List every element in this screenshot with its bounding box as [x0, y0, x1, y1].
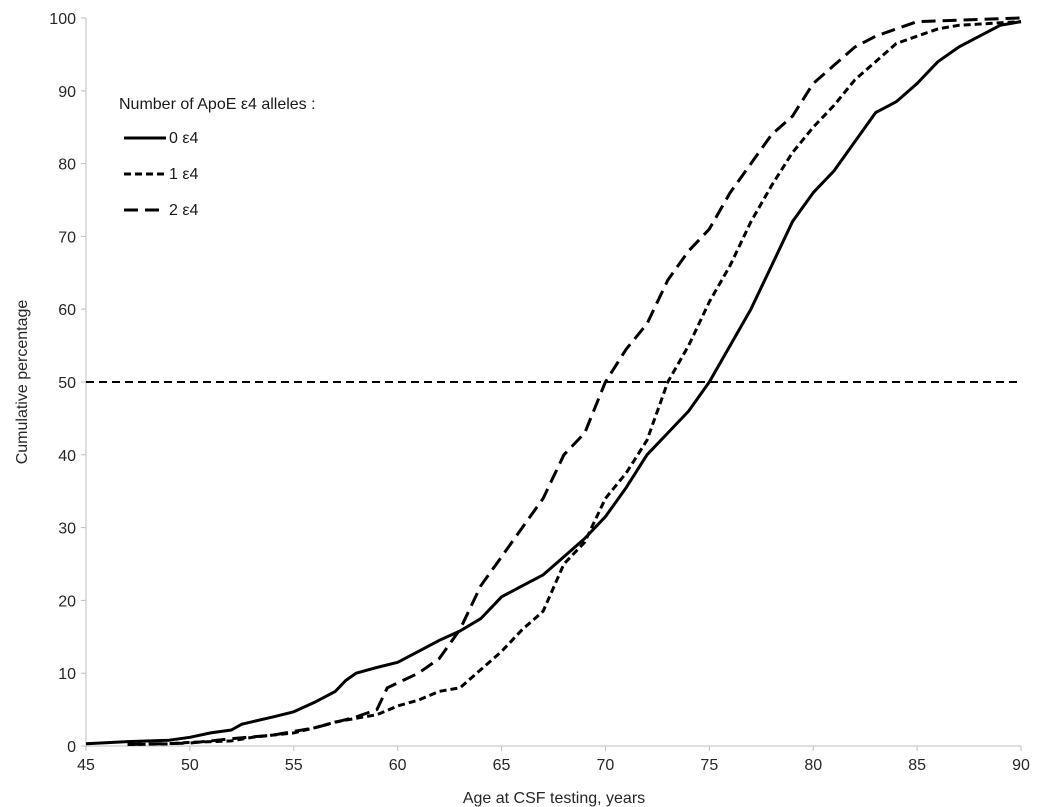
x-tick-label: 80 — [804, 757, 822, 774]
x-tick-label: 85 — [908, 757, 926, 774]
y-tick-labels: 0 10 20 30 40 50 60 70 80 90 100 — [49, 11, 86, 756]
y-tick-label: 50 — [58, 375, 76, 392]
y-axis-title: Cumulative percentage — [14, 300, 31, 465]
x-tick-label: 45 — [77, 757, 95, 774]
y-tick-label: 90 — [58, 84, 76, 101]
y-tick-label: 80 — [58, 157, 76, 174]
series-line-2 — [127, 16, 1022, 746]
series-group — [85, 16, 1022, 746]
series-line-0 — [85, 20, 1022, 746]
x-tick-label: 75 — [700, 757, 718, 774]
y-tick-label: 60 — [58, 302, 76, 319]
legend-title: Number of ApoE ε4 alleles : — [119, 96, 316, 113]
legend-label-0: 0 ε4 — [169, 130, 198, 147]
y-tick-label: 10 — [58, 666, 76, 683]
x-tick-label: 60 — [389, 757, 407, 774]
y-tick-label: 0 — [67, 739, 76, 756]
y-tick-label: 70 — [58, 229, 76, 246]
legend: Number of ApoE ε4 alleles : 0 ε4 1 ε4 2 ε4 — [119, 96, 316, 219]
x-axis-title: Age at CSF testing, years — [463, 790, 645, 807]
y-tick-label: 20 — [58, 593, 76, 610]
x-tick-label: 50 — [181, 757, 199, 774]
legend-label-2: 2 ε4 — [169, 202, 198, 219]
x-tick-label: 55 — [285, 757, 303, 774]
y-tick-label: 30 — [58, 521, 76, 538]
x-tick-label: 90 — [1012, 757, 1030, 774]
series-line-1 — [127, 20, 1022, 746]
legend-label-1: 1 ε4 — [169, 166, 198, 183]
x-tick-labels: 45 50 55 60 65 70 75 80 85 90 — [77, 746, 1030, 774]
x-tick-label: 65 — [493, 757, 511, 774]
x-tick-label: 70 — [597, 757, 615, 774]
y-tick-label: 100 — [49, 11, 76, 28]
y-tick-label: 40 — [58, 448, 76, 465]
